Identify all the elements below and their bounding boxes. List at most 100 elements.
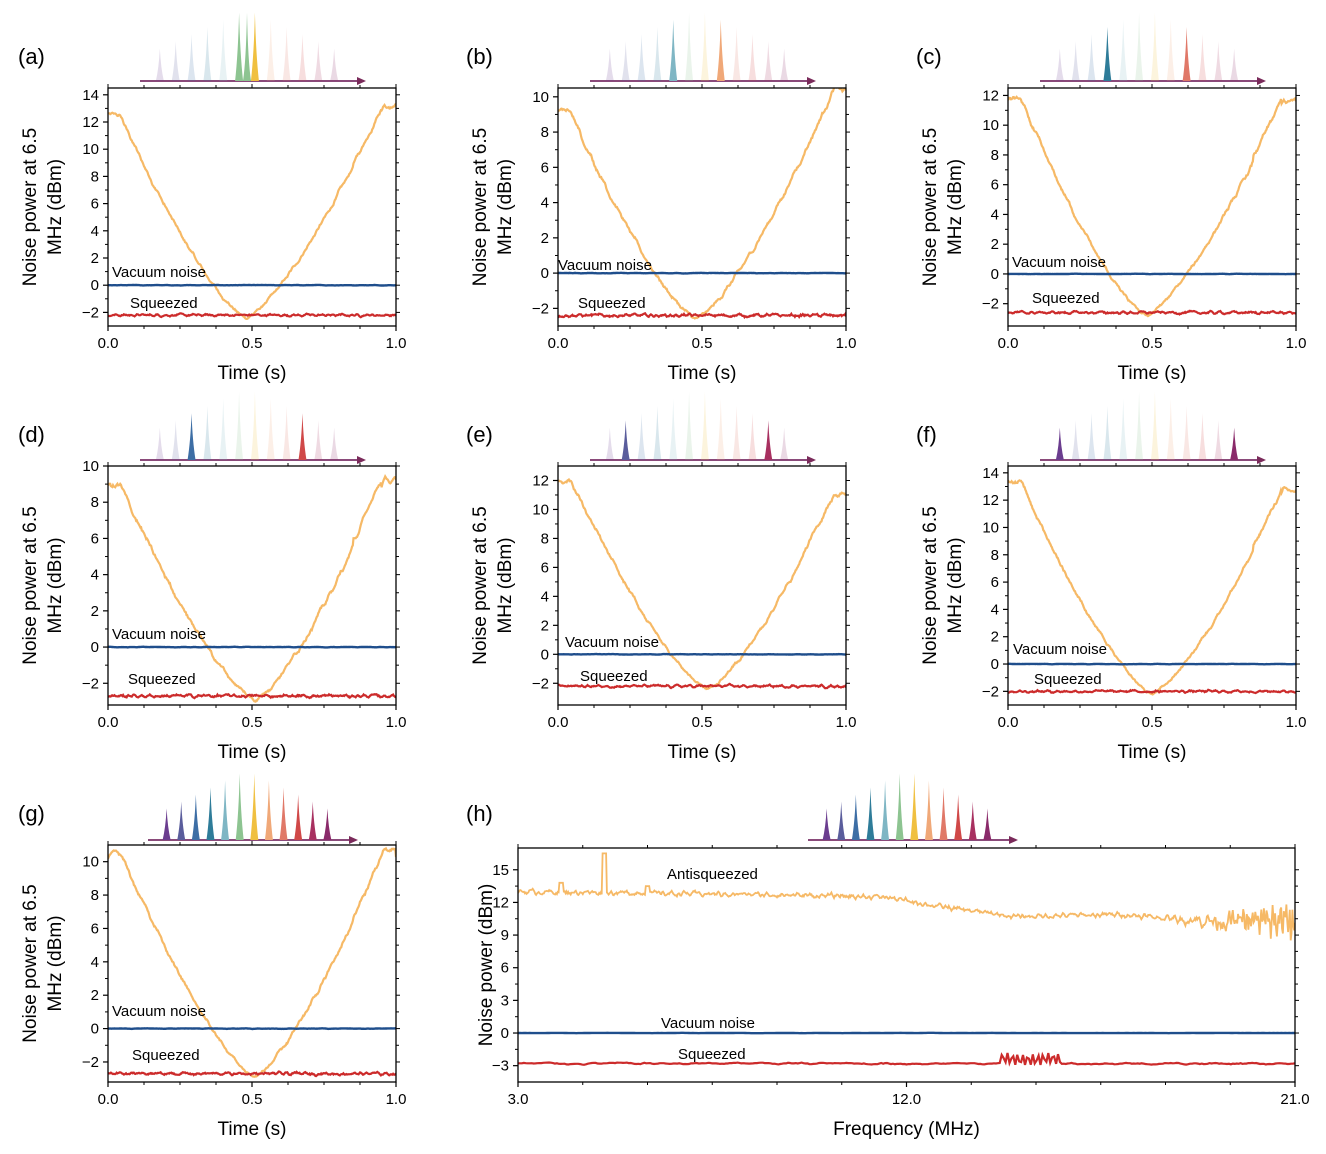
squeezed-label: Squeezed [128, 671, 196, 688]
comb-line-10 [954, 794, 963, 840]
antisqueezed-line [108, 474, 396, 703]
vacuum-noise-label: Vacuum noise [1013, 641, 1107, 658]
comb-line-3 [1087, 413, 1096, 460]
y-tick-label: 8 [991, 547, 999, 564]
panel-c: (c) −2 0 2 4 6 8 10 12 0.0 0.5 1.0 Time (s) Noise pow… [916, 12, 1307, 384]
comb-line-7 [700, 391, 709, 460]
antisqueezed-line [1008, 479, 1296, 696]
x-axis-title: Time (s) [668, 742, 737, 763]
comb-arrowhead [349, 836, 358, 844]
comb-line-1 [155, 427, 164, 460]
comb-line-9 [1182, 406, 1191, 460]
antisqueezed-line [558, 88, 846, 320]
vacuum-noise-line [558, 271, 846, 275]
antisqueezed-line [108, 102, 396, 320]
y-tick-label: 12 [492, 894, 509, 911]
wavelength-comb-5 [1040, 391, 1266, 464]
x-tick-label: 1.0 [1286, 714, 1307, 731]
comb-line-4 [206, 787, 215, 840]
antisqueezed-line [1008, 95, 1296, 318]
comb-line-9 [939, 787, 948, 840]
y-tick-label: −2 [532, 675, 549, 692]
x-tick-label: 3.0 [508, 1091, 529, 1108]
comb-line-10 [1198, 413, 1207, 460]
comb-line-8 [716, 19, 725, 81]
x-tick-label: 0.5 [242, 714, 263, 731]
comb-line-6 [1135, 391, 1144, 460]
comb-line-9 [732, 406, 741, 460]
comb-line-5 [1119, 398, 1128, 460]
x-tick-label: 1.0 [386, 714, 407, 731]
y-axis-title-line2: MHz (dBm) [495, 159, 516, 255]
y-tick-label: 4 [991, 601, 999, 618]
vacuum-noise-line [1008, 272, 1296, 276]
comb-line-9 [732, 27, 741, 81]
comb-arrowhead [807, 77, 816, 85]
comb-arrowhead [807, 456, 816, 464]
squeezed-line [1008, 309, 1296, 316]
x-tick-label: 1.0 [1286, 335, 1307, 352]
comb-line-10 [298, 413, 307, 460]
y-axis-title-line1: Noise power at 6.5 [20, 884, 41, 1042]
comb-center-line [243, 12, 251, 82]
y-axis-title-line2: MHz (dBm) [45, 915, 66, 1011]
y-tick-label: 0 [91, 277, 99, 294]
wavelength-comb-0 [140, 12, 366, 85]
panel-h: (h) −3 0 3 6 9 12 15 3.0 12.0 21.0 Frequency (MHz) N… [466, 773, 1310, 1140]
y-tick-label: 15 [492, 862, 509, 879]
y-tick-label: 2 [991, 629, 999, 646]
y-tick-label: 4 [541, 195, 549, 212]
panel-label: (h) [466, 801, 493, 826]
comb-line-9 [282, 27, 291, 81]
comb-line-3 [851, 794, 860, 840]
comb-line-9 [279, 787, 288, 840]
y-axis-title-line2: MHz (dBm) [945, 537, 966, 633]
comb-line-5 [219, 398, 228, 460]
y-axis-title: Noise power at 6.5 MHz (dBm) [20, 506, 66, 664]
y-tick-label: 10 [82, 458, 99, 475]
y-tick-label: 4 [991, 206, 999, 223]
y-axis-title-line1: Noise power at 6.5 [20, 128, 41, 286]
y-tick-label: −2 [982, 683, 999, 700]
y-tick-label: 4 [91, 954, 99, 971]
comb-line-12 [780, 48, 789, 81]
y-tick-label: −3 [492, 1058, 509, 1075]
comb-line-11 [1214, 41, 1223, 81]
comb-line-7 [250, 12, 259, 82]
x-tick-label: 21.0 [1280, 1091, 1309, 1108]
squeezed-line [558, 682, 846, 690]
comb-line-11 [314, 420, 323, 460]
plot-area [1008, 479, 1296, 696]
comb-line-4 [203, 406, 212, 460]
comb-line-11 [764, 41, 773, 81]
plot-area [108, 102, 396, 320]
vacuum-noise-label: Vacuum noise [565, 634, 659, 651]
comb-line-10 [1198, 34, 1207, 81]
x-tick-label: 1.0 [836, 335, 857, 352]
x-axis-title: Time (s) [218, 1119, 287, 1140]
comb-line-9 [282, 406, 291, 460]
comb-line-2 [621, 420, 630, 460]
comb-line-2 [1071, 420, 1080, 460]
comb-line-5 [219, 19, 228, 81]
y-tick-label: 2 [91, 987, 99, 1004]
comb-line-10 [294, 794, 303, 840]
panel-label: (e) [466, 422, 493, 447]
y-tick-label: 8 [541, 530, 549, 547]
y-tick-label: 0 [541, 265, 549, 282]
x-tick-label: 1.0 [836, 714, 857, 731]
comb-line-10 [748, 34, 757, 81]
y-axis-title-line1: Noise power at 6.5 [470, 128, 491, 286]
comb-line-5 [669, 19, 678, 81]
y-tick-label: 4 [91, 223, 99, 240]
y-tick-label: 3 [501, 992, 509, 1009]
squeezed-label: Squeezed [1034, 671, 1102, 688]
x-axis-title: Time (s) [218, 363, 287, 384]
vacuum-noise-line [108, 283, 396, 287]
plot-area [108, 474, 396, 703]
comb-line-9 [1182, 27, 1191, 81]
comb-line-2 [171, 420, 180, 460]
squeezed-line [108, 312, 396, 319]
panel-d: (d) −2 0 2 4 6 8 10 0.0 0.5 1.0 Time (s) Noise power… [18, 391, 407, 763]
y-axis-title: Noise power at 6.5 MHz (dBm) [20, 128, 66, 286]
